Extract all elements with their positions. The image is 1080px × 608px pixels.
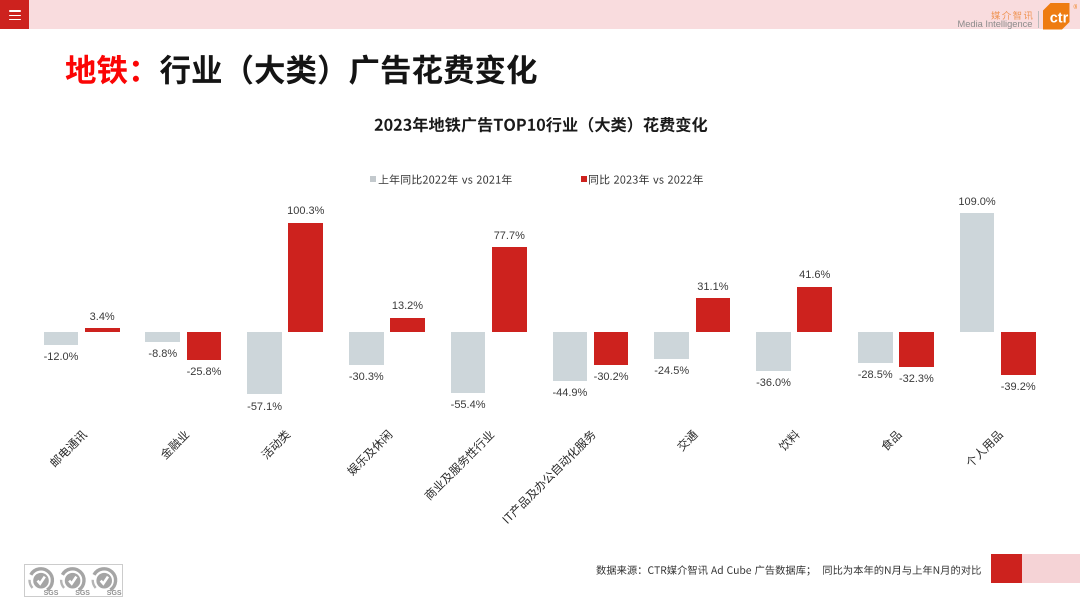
svg-text:®: ®: [1074, 3, 1078, 11]
svg-text:SGS: SGS: [107, 590, 122, 597]
svg-text:SGS: SGS: [44, 590, 59, 597]
svg-text:SGS: SGS: [75, 590, 90, 597]
svg-text:ctr: ctr: [1050, 10, 1069, 26]
